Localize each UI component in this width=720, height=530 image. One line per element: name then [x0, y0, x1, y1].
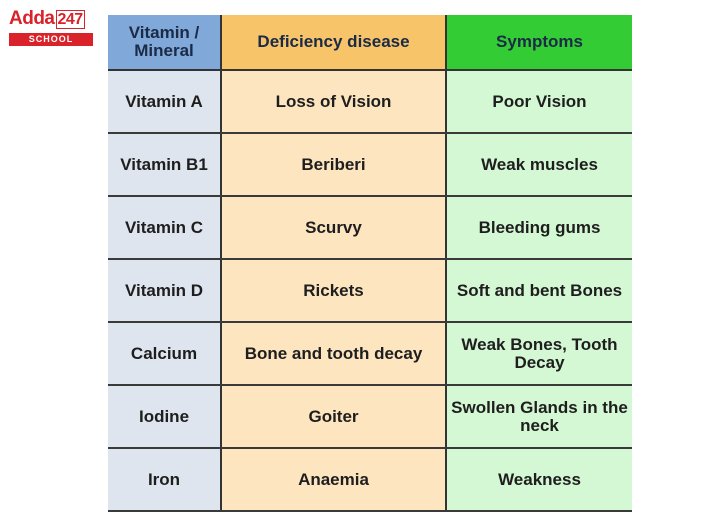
logo-brand: Adda — [9, 8, 55, 29]
nutrient-cell: Vitamin B1 — [108, 133, 222, 197]
logo-number: 247 — [55, 10, 85, 29]
nutrient-cell: Calcium — [108, 322, 222, 386]
symptoms-cell: Soft and bent Bones — [446, 259, 632, 323]
table-row: Iodine Goiter Swollen Glands in the neck — [108, 385, 632, 449]
disease-cell: Rickets — [221, 259, 447, 323]
symptoms-cell: Swollen Glands in the neck — [446, 385, 632, 449]
nutrient-cell: Iron — [108, 448, 222, 512]
disease-cell: Goiter — [221, 385, 447, 449]
disease-cell: Bone and tooth decay — [221, 322, 447, 386]
symptoms-cell: Weakness — [446, 448, 632, 512]
table-row: Iron Anaemia Weakness — [108, 448, 632, 512]
symptoms-cell: Weak Bones, Tooth Decay — [446, 322, 632, 386]
header-deficiency-disease: Deficiency disease — [221, 15, 447, 71]
vitamin-deficiency-table: Vitamin / Mineral Deficiency disease Sym… — [108, 15, 632, 512]
disease-cell: Scurvy — [221, 196, 447, 260]
nutrient-cell: Vitamin C — [108, 196, 222, 260]
table-row: Vitamin C Scurvy Bleeding gums — [108, 196, 632, 260]
nutrient-cell: Vitamin D — [108, 259, 222, 323]
table-header-row: Vitamin / Mineral Deficiency disease Sym… — [108, 15, 632, 71]
adda247-logo: Adda 247 SCHOOL — [9, 9, 93, 46]
table-row: Vitamin B1 Beriberi Weak muscles — [108, 133, 632, 197]
symptoms-cell: Weak muscles — [446, 133, 632, 197]
header-symptoms: Symptoms — [446, 15, 632, 71]
nutrient-cell: Vitamin A — [108, 70, 222, 134]
header-vitamin-mineral: Vitamin / Mineral — [108, 15, 222, 71]
disease-cell: Loss of Vision — [221, 70, 447, 134]
disease-cell: Anaemia — [221, 448, 447, 512]
table-row: Calcium Bone and tooth decay Weak Bones, T… — [108, 322, 632, 386]
logo-tag: SCHOOL — [9, 33, 93, 46]
table-row: Vitamin A Loss of Vision Poor Vision — [108, 70, 632, 134]
symptoms-cell: Poor Vision — [446, 70, 632, 134]
nutrient-cell: Iodine — [108, 385, 222, 449]
table-row: Vitamin D Rickets Soft and bent Bones — [108, 259, 632, 323]
disease-cell: Beriberi — [221, 133, 447, 197]
symptoms-cell: Bleeding gums — [446, 196, 632, 260]
